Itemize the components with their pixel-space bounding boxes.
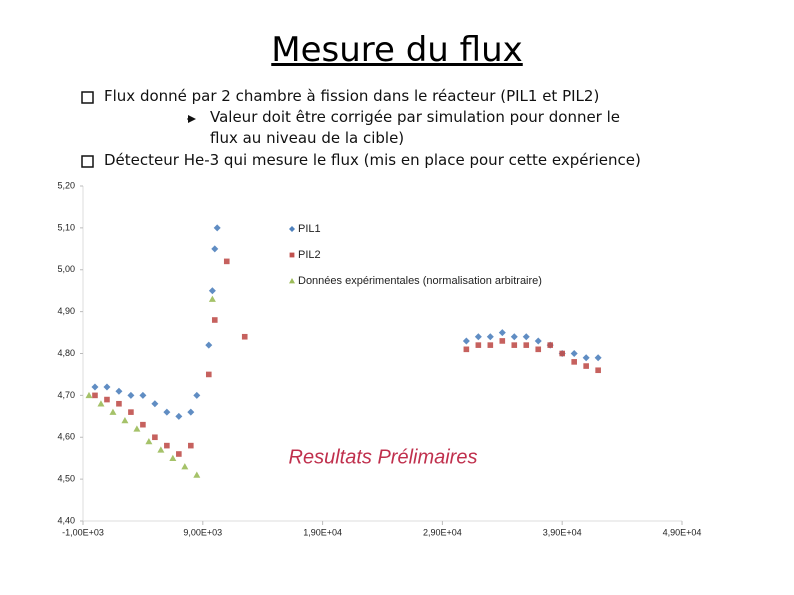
point [145, 437, 153, 445]
y-tick-label: 5,20 [57, 180, 75, 190]
point [582, 354, 590, 362]
y-tick-label: 4,70 [57, 390, 75, 400]
point [140, 421, 146, 428]
point [85, 391, 93, 399]
point [205, 341, 213, 349]
y-tick-label: 5,10 [57, 222, 75, 232]
point [499, 338, 506, 344]
point [498, 329, 506, 337]
point [595, 367, 601, 374]
point [116, 400, 122, 407]
point [103, 383, 111, 391]
bullet-icon [81, 91, 94, 104]
point [462, 337, 470, 345]
point [97, 400, 105, 407]
sub-bullet: Valeur doit être corrigée par simulation… [210, 108, 621, 147]
point [127, 391, 135, 399]
x-tick-label: 2,90E+04 [423, 527, 462, 537]
legend-marker [289, 252, 295, 258]
point [121, 417, 129, 424]
annotation: Resultats Prélimaires [289, 446, 478, 468]
point [475, 342, 482, 348]
point [571, 359, 577, 365]
point [463, 346, 470, 353]
point [211, 317, 218, 323]
point [559, 350, 565, 357]
slide-title: Mesure du flux [271, 30, 523, 70]
point [208, 287, 216, 295]
x-tick-label: -1,00E+03 [62, 527, 104, 537]
point [570, 350, 578, 357]
point [486, 333, 494, 341]
x-tick-label: 3,90E+04 [543, 527, 582, 537]
point [535, 346, 542, 353]
point [594, 354, 602, 362]
point [152, 434, 158, 441]
bullet: Détecteur He-3 qui mesure le flux (mis e… [104, 151, 641, 169]
y-tick-label: 4,60 [57, 432, 75, 442]
legend-label: Données expérimentales (normalisation ar… [298, 275, 542, 287]
legend-marker [289, 226, 295, 232]
point [208, 295, 216, 302]
point [109, 408, 117, 415]
point [547, 342, 554, 348]
point [193, 471, 201, 478]
point [175, 412, 183, 420]
point [151, 400, 159, 408]
point [164, 442, 170, 449]
point [92, 392, 98, 399]
bullet-icon [187, 115, 196, 123]
point [511, 342, 518, 348]
point [205, 371, 212, 378]
point [187, 408, 195, 416]
point [523, 342, 530, 348]
point [91, 383, 99, 391]
point [169, 454, 177, 461]
point [211, 245, 219, 253]
point [128, 409, 134, 415]
point [115, 387, 123, 395]
point [487, 342, 494, 348]
legend-marker [289, 278, 295, 284]
point [181, 463, 189, 470]
y-tick-label: 4,90 [57, 306, 75, 316]
y-tick-label: 4,50 [57, 474, 75, 484]
point [133, 425, 141, 432]
y-tick-label: 5,00 [57, 264, 75, 274]
point [474, 333, 482, 341]
legend-label: PIL2 [298, 249, 321, 261]
point [104, 396, 110, 403]
point [241, 333, 248, 340]
point [163, 408, 171, 416]
point [223, 258, 230, 265]
bullet: Flux donné par 2 chambre à fission dans … [104, 87, 600, 105]
point [522, 333, 530, 341]
point [583, 363, 589, 369]
bullet-icon [81, 155, 94, 168]
y-tick-label: 4,80 [57, 348, 75, 358]
x-tick-label: 9,00E+03 [183, 527, 222, 537]
point [139, 391, 147, 399]
point [188, 442, 194, 449]
x-tick-label: 1,90E+04 [303, 527, 342, 537]
point [193, 391, 201, 399]
legend-label: PIL1 [298, 223, 321, 235]
x-tick-label: 4,90E+04 [663, 527, 702, 537]
point [213, 224, 221, 232]
point [176, 451, 182, 457]
point [534, 337, 542, 345]
point [510, 333, 518, 341]
point [157, 446, 165, 453]
y-tick-label: 4,40 [57, 515, 75, 525]
